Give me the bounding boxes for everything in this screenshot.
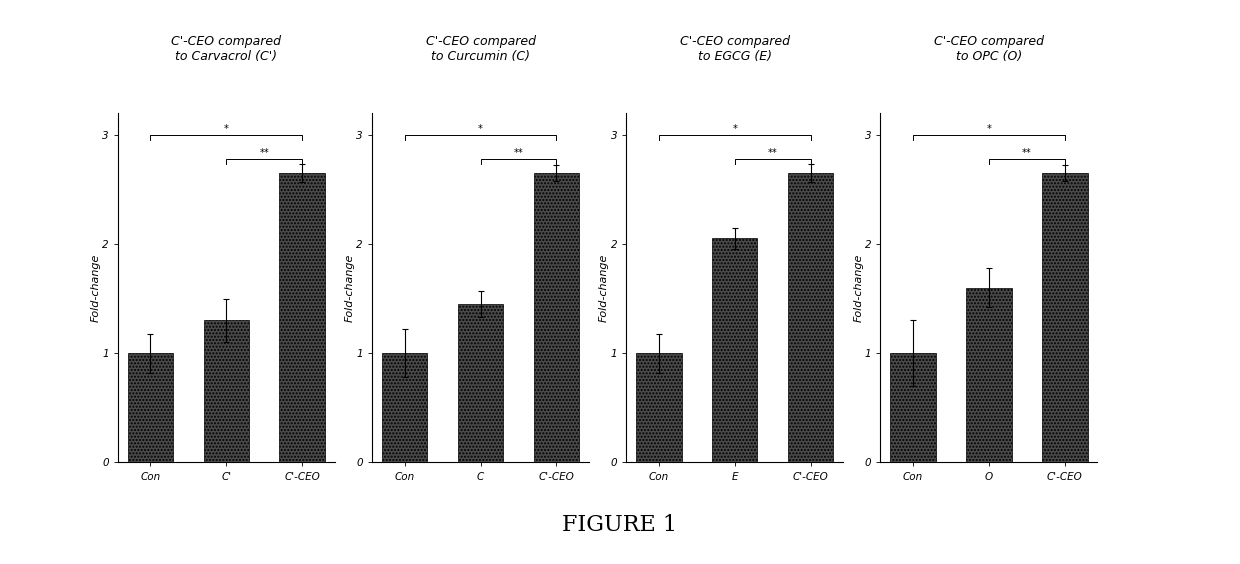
Text: **: ** bbox=[259, 148, 269, 157]
Bar bbox=[712, 239, 758, 462]
Text: *: * bbox=[479, 124, 482, 134]
Y-axis label: Fold-change: Fold-change bbox=[91, 253, 100, 322]
Bar bbox=[533, 173, 579, 462]
Bar bbox=[1042, 173, 1087, 462]
Bar bbox=[203, 320, 249, 462]
Y-axis label: Fold-change: Fold-change bbox=[853, 253, 863, 322]
Bar bbox=[890, 353, 936, 462]
Bar bbox=[128, 353, 174, 462]
Y-axis label: Fold-change: Fold-change bbox=[599, 253, 609, 322]
Bar bbox=[787, 173, 833, 462]
Bar bbox=[966, 288, 1012, 462]
Text: **: ** bbox=[1022, 148, 1032, 157]
Text: **: ** bbox=[513, 148, 523, 157]
Text: *: * bbox=[987, 124, 991, 134]
Bar bbox=[382, 353, 428, 462]
Title: C'-CEO compared
to Carvacrol (C'): C'-CEO compared to Carvacrol (C') bbox=[171, 35, 281, 63]
Bar bbox=[458, 304, 503, 462]
Text: **: ** bbox=[768, 148, 777, 157]
Text: *: * bbox=[224, 124, 228, 134]
Title: C'-CEO compared
to EGCG (E): C'-CEO compared to EGCG (E) bbox=[680, 35, 790, 63]
Text: *: * bbox=[733, 124, 737, 134]
Title: C'-CEO compared
to Curcumin (C): C'-CEO compared to Curcumin (C) bbox=[425, 35, 536, 63]
Title: C'-CEO compared
to OPC (O): C'-CEO compared to OPC (O) bbox=[934, 35, 1044, 63]
Bar bbox=[279, 173, 325, 462]
Text: FIGURE 1: FIGURE 1 bbox=[563, 513, 677, 536]
Bar bbox=[636, 353, 682, 462]
Y-axis label: Fold-change: Fold-change bbox=[345, 253, 355, 322]
